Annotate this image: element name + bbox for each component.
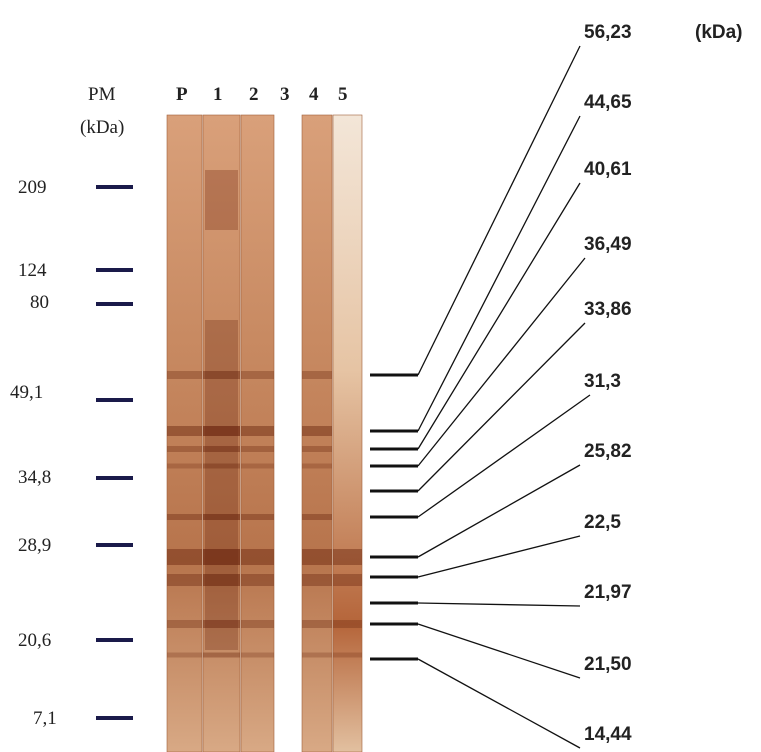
lane-label: 2 [249,84,259,105]
marker-label: 7,1 [33,708,57,729]
lane-label: 3 [280,84,290,105]
band-stain [167,371,202,379]
marker-label: 124 [18,260,47,281]
leader-line [417,115,581,432]
band-stain [167,549,202,565]
band-stain [302,426,332,436]
leader-line [417,535,581,578]
band-label: 31,3 [584,371,621,392]
band-stain [167,446,202,452]
lane-label: 1 [213,84,223,105]
band-stain [302,620,332,628]
band-stain [167,463,202,469]
band-label: 21,97 [584,582,632,603]
band-stain [241,514,274,520]
marker-label: 34,8 [18,467,51,488]
band-stain [203,549,240,565]
band-label: 44,65 [584,92,632,113]
strip-stain [205,170,238,230]
leader-line [417,45,581,376]
band-label: 14,44 [584,724,632,745]
leader-line [417,394,591,518]
band-stain [241,574,274,586]
band-stain [302,574,332,586]
marker-label: 28,9 [18,535,51,556]
band-stain [241,446,274,452]
band-stain [167,652,202,658]
band-stain [203,620,240,628]
leader-line [417,182,581,450]
leader-line [417,322,586,492]
band-stain [203,652,240,658]
marker-unit: (kDa) [80,117,124,138]
band-stain [302,549,332,565]
band-stain [167,426,202,436]
leader-line [417,658,581,749]
band-stain [333,549,362,565]
marker-label: 80 [30,292,49,313]
band-unit: (kDa) [695,22,743,43]
band-stain [302,446,332,452]
band-stain [203,446,240,452]
band-stain [302,371,332,379]
band-label: 56,23 [584,22,632,43]
marker-label: 20,6 [18,630,51,651]
band-stain [333,574,362,586]
band-label: 40,61 [584,159,632,180]
band-stain [203,574,240,586]
band-stain [167,574,202,586]
band-stain [241,426,274,436]
band-label: 21,50 [584,654,632,675]
band-stain [241,549,274,565]
band-stain [302,652,332,658]
band-stain [241,371,274,379]
band-stain [241,652,274,658]
lane-label: P [176,84,188,105]
band-stain [203,371,240,379]
leader-line [417,464,581,558]
strip [166,114,203,752]
band-stain [203,463,240,469]
band-label: 25,82 [584,441,632,462]
marker-label: 49,1 [10,382,43,403]
band-stain [241,463,274,469]
marker-label: 209 [18,177,47,198]
band-label: 22,5 [584,512,621,533]
band-stain [333,652,362,658]
strip [332,114,363,752]
band-stain [302,514,332,520]
leader-line [417,257,586,467]
band-stain [241,620,274,628]
band-stain [203,426,240,436]
band-label: 36,49 [584,234,632,255]
band-stain [302,463,332,469]
leader-line [417,623,581,679]
strip [301,114,333,752]
band-stain [167,514,202,520]
lane-label: 5 [338,84,348,105]
marker-title: PM [88,84,116,105]
lane-label: 4 [309,84,319,105]
band-label: 33,86 [584,299,632,320]
band-stain [167,620,202,628]
blot-strips [166,114,363,752]
strip [240,114,275,752]
band-stain [333,620,362,628]
strip-stain [205,320,238,650]
leader-line [417,602,581,607]
band-stain [203,514,240,520]
